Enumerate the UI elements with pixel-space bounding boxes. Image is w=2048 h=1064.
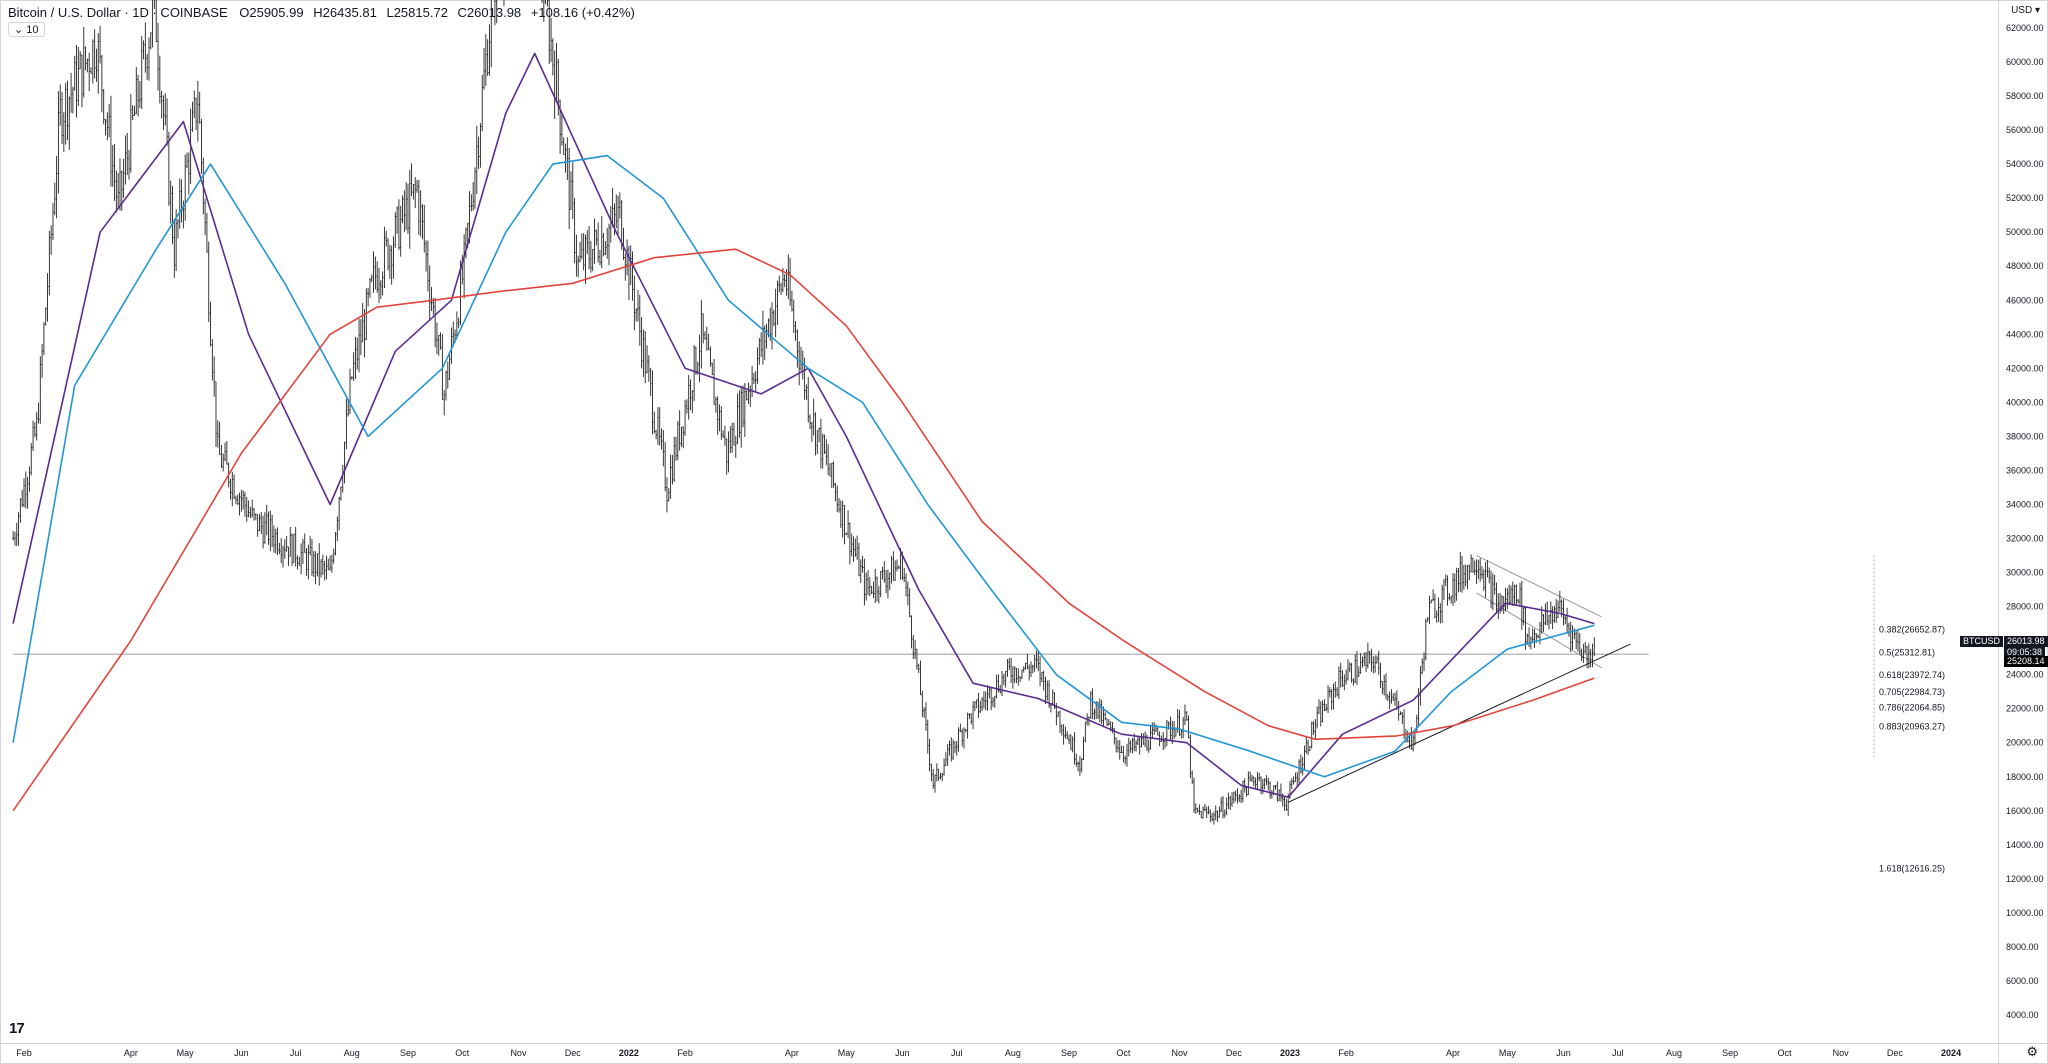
fib-level-label: 0.883(20963.27) [1879, 721, 1945, 731]
y-tick-label: 34000.00 [2006, 499, 2044, 509]
x-tick-label: Dec [1887, 1048, 1904, 1058]
x-tick-label: Jul [951, 1048, 963, 1058]
chevron-down-icon: ⌄ [14, 24, 27, 36]
fib-level-label: 0.5(25312.81) [1879, 647, 1935, 657]
x-tick-label: Nov [510, 1048, 527, 1058]
y-tick-label: 30000.00 [2006, 568, 2044, 578]
ma-mid-line [12, 154, 1595, 778]
y-tick-label: 18000.00 [2006, 772, 2044, 782]
x-tick-label: Oct [455, 1048, 470, 1058]
x-tick-label: Apr [785, 1048, 799, 1058]
indicator-toggle-chip[interactable]: ⌄ 10 [8, 22, 45, 37]
y-tick-label: 16000.00 [2006, 806, 2044, 816]
open-value: O25905.99 [239, 5, 304, 20]
y-tick-label: 20000.00 [2006, 738, 2044, 748]
change-value: +108.16 (+0.42%) [530, 5, 635, 20]
y-tick-label: 42000.00 [2006, 363, 2044, 373]
y-tick-label: 54000.00 [2006, 159, 2044, 169]
x-tick-label: Nov [1833, 1048, 1850, 1058]
price-candles [12, 0, 1596, 825]
x-tick-label: Jul [290, 1048, 302, 1058]
y-tick-label: 22000.00 [2006, 704, 2044, 714]
x-tick-label: Aug [1005, 1048, 1021, 1058]
fib-level-label: 0.382(26652.87) [1879, 625, 1945, 635]
currency-button[interactable]: USD ▾ [2011, 5, 2040, 16]
ma-slow-line [12, 248, 1595, 812]
y-tick-label: 28000.00 [2006, 602, 2044, 612]
chevron-down-icon: ▾ [2032, 5, 2040, 16]
gear-icon[interactable]: ⚙ [2026, 1044, 2038, 1059]
line-price-tag: 25208.14 [2004, 656, 2048, 667]
y-tick-label: 58000.00 [2006, 91, 2044, 101]
x-tick-label: Aug [1666, 1048, 1682, 1058]
fib-level-label: 0.618(23972.74) [1879, 670, 1945, 680]
x-tick-label: Nov [1172, 1048, 1189, 1058]
high-value: H26435.81 [313, 5, 377, 20]
y-tick-label: 52000.00 [2006, 193, 2044, 203]
x-tick-label: May [177, 1048, 195, 1058]
tradingview-logo: 17 [9, 1020, 25, 1037]
x-tick-label: Sep [1061, 1048, 1077, 1058]
y-tick-label: 62000.00 [2006, 23, 2044, 33]
y-tick-label: 46000.00 [2006, 295, 2044, 305]
y-tick-label: 36000.00 [2006, 465, 2044, 475]
y-tick-label: 56000.00 [2006, 125, 2044, 135]
x-tick-label: Oct [1777, 1048, 1792, 1058]
close-value: C26013.98 [457, 5, 522, 20]
x-tick-label: Jun [234, 1048, 249, 1058]
symbol-tag: BTCUSD [1960, 636, 2004, 647]
fib-level-label: 1.618(12616.25) [1879, 863, 1945, 873]
last-price-tag: 26013.98 [2004, 636, 2048, 647]
y-tick-label: 48000.00 [2006, 261, 2044, 271]
y-tick-label: 40000.00 [2006, 397, 2044, 407]
y-tick-label: 50000.00 [2006, 227, 2044, 237]
y-tick-label: 60000.00 [2006, 57, 2044, 67]
x-tick-label: Feb [16, 1048, 32, 1058]
x-tick-label: 2022 [619, 1048, 639, 1058]
x-tick-label: Sep [1722, 1048, 1738, 1058]
x-tick-label: Apr [1446, 1048, 1460, 1058]
y-tick-label: 24000.00 [2006, 670, 2044, 680]
x-tick-label: Dec [565, 1048, 582, 1058]
symbol-title[interactable]: Bitcoin / U.S. Dollar · 1D · COINBASE [8, 5, 228, 20]
y-tick-label: 38000.00 [2006, 431, 2044, 441]
x-tick-label: Jun [895, 1048, 910, 1058]
x-tick-label: May [1499, 1048, 1517, 1058]
y-tick-label: 10000.00 [2006, 908, 2044, 918]
y-tick-label: 12000.00 [2006, 874, 2044, 884]
y-tick-label: 32000.00 [2006, 534, 2044, 544]
x-tick-label: 2024 [1941, 1048, 1961, 1058]
y-tick-label: 4000.00 [2006, 1010, 2039, 1020]
fib-level-label: 0.705(22984.73) [1879, 687, 1945, 697]
y-tick-label: 44000.00 [2006, 329, 2044, 339]
lower-channel-line [1476, 592, 1602, 669]
indicator-count: 10 [26, 24, 39, 36]
x-tick-label: Apr [124, 1048, 138, 1058]
low-value: L25815.72 [386, 5, 448, 20]
x-tick-label: May [838, 1048, 856, 1058]
x-tick-label: Oct [1116, 1048, 1131, 1058]
x-tick-label: Feb [1338, 1048, 1354, 1058]
x-tick-label: 2023 [1280, 1048, 1300, 1058]
logo-text: 17 [9, 1020, 25, 1037]
x-tick-label: Dec [1226, 1048, 1243, 1058]
currency-label: USD [2011, 5, 2033, 16]
x-tick-label: Sep [400, 1048, 416, 1058]
y-tick-label: 6000.00 [2006, 976, 2039, 986]
ma-fast-line [12, 52, 1595, 798]
y-tick-label: 14000.00 [2006, 840, 2044, 850]
x-tick-label: Aug [344, 1048, 360, 1058]
countdown-tag: 09:05:38 [2004, 647, 2046, 658]
x-tick-label: Jul [1612, 1048, 1624, 1058]
symbol-header: Bitcoin / U.S. Dollar · 1D · COINBASE O2… [8, 5, 641, 20]
x-tick-label: Feb [677, 1048, 693, 1058]
fib-level-label: 0.786(22064.85) [1879, 703, 1945, 713]
y-tick-label: 8000.00 [2006, 942, 2039, 952]
upper-channel-line [1476, 555, 1602, 618]
x-tick-label: Jun [1556, 1048, 1571, 1058]
